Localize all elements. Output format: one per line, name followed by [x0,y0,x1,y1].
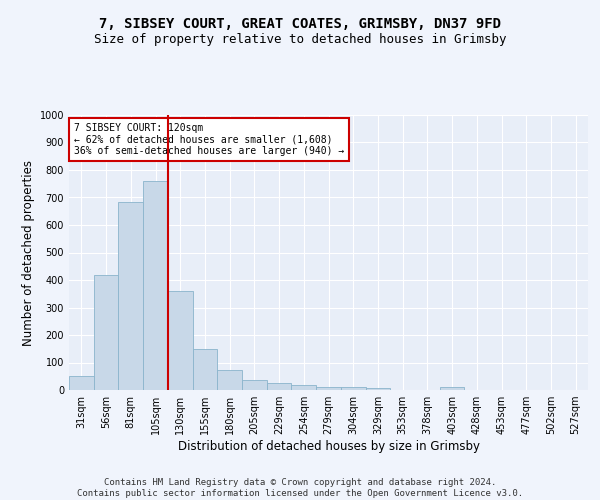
Bar [365,388,390,390]
Bar [94,274,118,390]
Bar [69,376,94,390]
Text: 7 SIBSEY COURT: 120sqm
← 62% of detached houses are smaller (1,608)
36% of semi-: 7 SIBSEY COURT: 120sqm ← 62% of detached… [74,123,344,156]
Bar [118,202,143,390]
Bar [242,380,267,390]
Bar [292,386,316,390]
X-axis label: Distribution of detached houses by size in Grimsby: Distribution of detached houses by size … [178,440,479,453]
Bar [168,291,193,390]
Bar [316,386,341,390]
Bar [217,370,242,390]
Bar [143,181,168,390]
Bar [267,383,292,390]
Text: 7, SIBSEY COURT, GREAT COATES, GRIMSBY, DN37 9FD: 7, SIBSEY COURT, GREAT COATES, GRIMSBY, … [99,18,501,32]
Text: Size of property relative to detached houses in Grimsby: Size of property relative to detached ho… [94,32,506,46]
Bar [341,387,365,390]
Bar [193,349,217,390]
Y-axis label: Number of detached properties: Number of detached properties [22,160,35,346]
Text: Contains HM Land Registry data © Crown copyright and database right 2024.
Contai: Contains HM Land Registry data © Crown c… [77,478,523,498]
Bar [440,387,464,390]
